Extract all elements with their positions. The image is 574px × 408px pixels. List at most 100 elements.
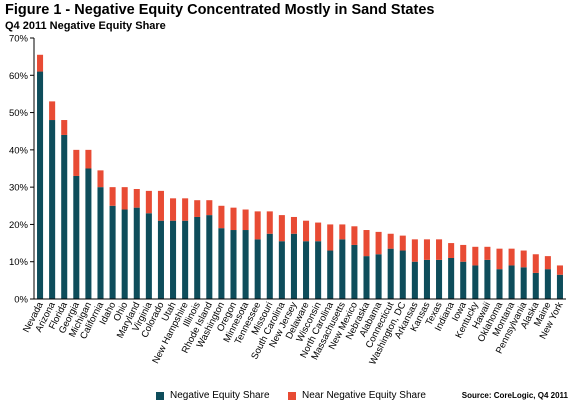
bar-near-negative-equity bbox=[448, 243, 455, 258]
bar-near-negative-equity bbox=[206, 200, 213, 216]
bar-negative-equity bbox=[411, 261, 418, 299]
bar-negative-equity bbox=[121, 209, 128, 299]
y-tick-label: 10% bbox=[9, 257, 29, 268]
bar-near-negative-equity bbox=[121, 187, 128, 210]
bar-negative-equity bbox=[315, 241, 322, 299]
bar-near-negative-equity bbox=[496, 248, 503, 270]
bar-negative-equity bbox=[97, 187, 104, 299]
bar-negative-equity bbox=[61, 134, 68, 299]
bar-near-negative-equity bbox=[351, 226, 358, 245]
bar-negative-equity bbox=[339, 239, 346, 299]
bar-negative-equity bbox=[37, 71, 44, 299]
bar-near-negative-equity bbox=[399, 235, 406, 251]
y-tick-label: 50% bbox=[9, 108, 29, 119]
y-tick-label: 70% bbox=[9, 34, 29, 45]
bar-near-negative-equity bbox=[472, 246, 479, 266]
chart-title: Figure 1 - Negative Equity Concentrated … bbox=[5, 2, 435, 18]
bar-near-negative-equity bbox=[339, 224, 346, 240]
bar-near-negative-equity bbox=[363, 230, 370, 257]
legend-swatch-near-negative bbox=[288, 391, 296, 400]
bar-negative-equity bbox=[170, 220, 177, 299]
bar-near-negative-equity bbox=[290, 216, 297, 234]
bar-near-negative-equity bbox=[254, 211, 261, 240]
legend-item-negative: Negative Equity Share bbox=[156, 390, 270, 401]
bar-negative-equity bbox=[351, 244, 358, 299]
y-tick-label: 20% bbox=[9, 220, 29, 231]
bar-near-negative-equity bbox=[460, 244, 467, 262]
bar-negative-equity bbox=[423, 259, 430, 299]
y-tick-label: 40% bbox=[9, 145, 29, 156]
legend-label-negative: Negative Equity Share bbox=[170, 390, 270, 401]
chart-legend: Negative Equity Share Near Negative Equi… bbox=[0, 390, 574, 406]
bar-near-negative-equity bbox=[133, 189, 140, 208]
bar-near-negative-equity bbox=[303, 220, 310, 242]
bar-near-negative-equity bbox=[109, 187, 116, 206]
bar-negative-equity bbox=[242, 230, 249, 299]
bar-negative-equity bbox=[194, 216, 201, 299]
bar-near-negative-equity bbox=[242, 209, 249, 231]
y-tick-label: 60% bbox=[9, 71, 29, 82]
bar-negative-equity bbox=[532, 272, 539, 299]
bar-negative-equity bbox=[556, 274, 563, 299]
bar-negative-equity bbox=[327, 250, 334, 299]
bar-near-negative-equity bbox=[532, 254, 539, 273]
bar-negative-equity bbox=[182, 220, 189, 299]
bar-negative-equity bbox=[387, 248, 394, 299]
bar-near-negative-equity bbox=[49, 101, 56, 121]
bar-near-negative-equity bbox=[375, 231, 382, 255]
bar-negative-equity bbox=[218, 228, 225, 299]
bar-negative-equity bbox=[375, 254, 382, 299]
bar-near-negative-equity bbox=[484, 246, 491, 260]
bar-near-negative-equity bbox=[520, 250, 527, 268]
bar-negative-equity bbox=[303, 241, 310, 299]
bar-negative-equity bbox=[145, 213, 152, 299]
bar-near-negative-equity bbox=[157, 190, 164, 221]
bar-near-negative-equity bbox=[230, 207, 237, 231]
bar-negative-equity bbox=[266, 233, 273, 299]
bar-negative-equity bbox=[278, 241, 285, 299]
bar-near-negative-equity bbox=[266, 211, 273, 234]
bar-negative-equity bbox=[109, 205, 116, 299]
legend-label-near-negative: Near Negative Equity Share bbox=[302, 390, 426, 401]
bar-near-negative-equity bbox=[436, 239, 443, 260]
chart-subtitle: Q4 2011 Negative Equity Share bbox=[5, 20, 166, 32]
bar-negative-equity bbox=[49, 120, 56, 300]
legend-swatch-negative bbox=[156, 391, 164, 400]
bar-negative-equity bbox=[520, 267, 527, 299]
bar-near-negative-equity bbox=[315, 222, 322, 242]
bar-near-negative-equity bbox=[423, 239, 430, 260]
bar-negative-equity bbox=[254, 239, 261, 299]
bar-negative-equity bbox=[363, 256, 370, 299]
bar-negative-equity bbox=[399, 250, 406, 299]
bar-negative-equity bbox=[508, 265, 515, 299]
bar-near-negative-equity bbox=[97, 170, 104, 188]
bar-near-negative-equity bbox=[278, 215, 285, 242]
bar-near-negative-equity bbox=[37, 54, 44, 72]
bar-negative-equity bbox=[206, 215, 213, 299]
bar-near-negative-equity bbox=[411, 239, 418, 262]
bar-negative-equity bbox=[85, 168, 92, 299]
bar-negative-equity bbox=[460, 261, 467, 299]
source-note: Source: CoreLogic, Q4 2011 bbox=[461, 391, 568, 400]
bar-negative-equity bbox=[230, 230, 237, 299]
y-tick-label: 0% bbox=[14, 295, 28, 306]
bar-negative-equity bbox=[484, 259, 491, 299]
bar-negative-equity bbox=[448, 257, 455, 299]
bar-near-negative-equity bbox=[170, 198, 177, 221]
bar-near-negative-equity bbox=[73, 149, 80, 176]
bar-near-negative-equity bbox=[145, 190, 152, 214]
bar-near-negative-equity bbox=[327, 224, 334, 251]
bar-negative-equity bbox=[73, 175, 80, 299]
bar-near-negative-equity bbox=[182, 198, 189, 221]
bar-negative-equity bbox=[544, 269, 551, 299]
bar-near-negative-equity bbox=[556, 265, 563, 275]
bar-near-negative-equity bbox=[194, 200, 201, 217]
bar-negative-equity bbox=[472, 265, 479, 299]
stacked-bar-chart: 0%10%20%30%40%50%60%70%NevadaArizonaFlor… bbox=[9, 34, 566, 367]
bar-negative-equity bbox=[496, 269, 503, 299]
bar-negative-equity bbox=[290, 233, 297, 299]
legend-item-near-negative: Near Negative Equity Share bbox=[288, 390, 426, 401]
bar-near-negative-equity bbox=[85, 149, 92, 169]
bar-near-negative-equity bbox=[387, 233, 394, 249]
bar-near-negative-equity bbox=[508, 248, 515, 266]
